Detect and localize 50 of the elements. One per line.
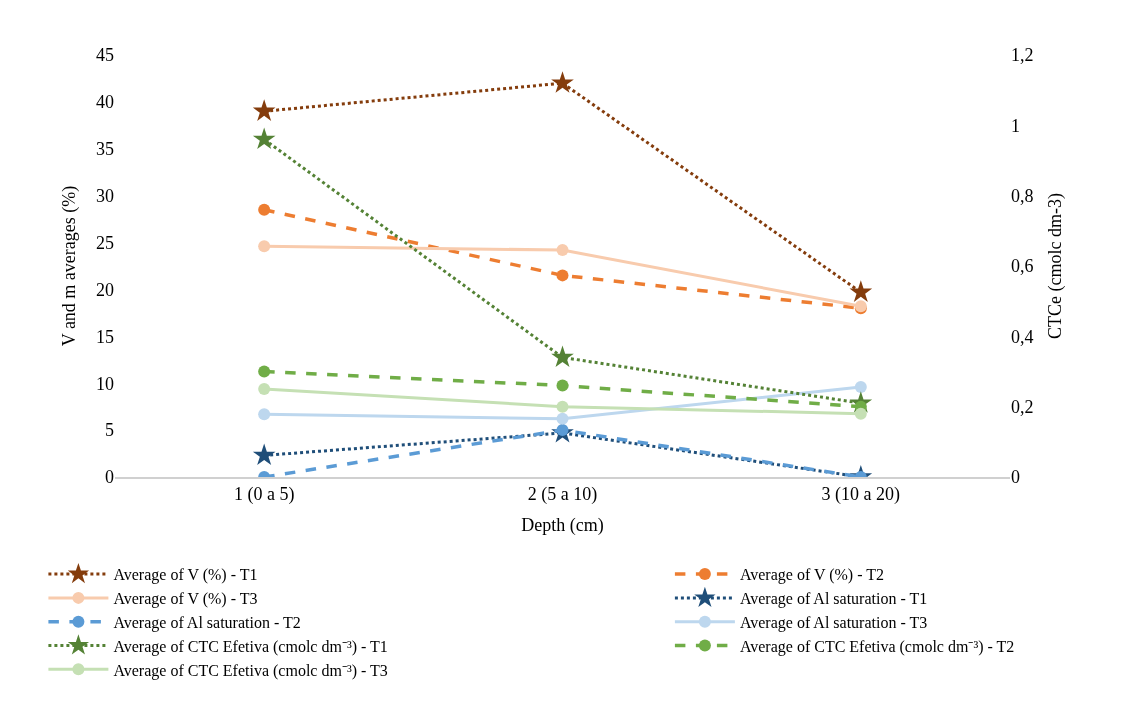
x-tick-label: 3 (10 a 20)	[821, 484, 901, 506]
point	[258, 203, 271, 216]
y-tick-label: 25	[96, 232, 114, 253]
y2-tick-label: 0,6	[1011, 256, 1034, 277]
point	[556, 400, 569, 413]
y2-tick-label: 1,2	[1011, 45, 1034, 66]
y2-axis-title: CTCe (cmolc dm-3)	[1044, 193, 1066, 339]
y2-tick-label: 0	[1011, 467, 1020, 488]
legend-label: Average of V (%) - T3	[113, 590, 258, 609]
y2-tick-label: 0,4	[1011, 326, 1034, 347]
y-tick-label: 30	[96, 185, 114, 206]
legend-label: Average of CTC Efetiva (cmolc dm⁻³) - T3	[113, 661, 388, 680]
point	[258, 383, 271, 396]
y2-tick-label: 0,2	[1011, 396, 1034, 417]
point	[849, 280, 873, 302]
point	[551, 345, 574, 368]
point	[258, 365, 271, 378]
y-axis-title: V and m averages (%)	[59, 185, 81, 347]
point	[556, 244, 569, 257]
y2-tick-label: 1	[1011, 115, 1020, 136]
legend-label: Average of Al saturation - T2	[113, 613, 301, 632]
legend-label: Average of V (%) - T2	[739, 566, 885, 585]
y2-tick-label: 0,8	[1011, 185, 1034, 206]
point	[551, 71, 574, 93]
point	[258, 408, 271, 421]
legend-label: Average of V (%) - T1	[113, 566, 258, 585]
point	[252, 443, 276, 466]
point	[556, 379, 569, 392]
legend-label: Average of CTC Efetiva (cmolc dm⁻³) - T1	[113, 637, 388, 656]
legend-label: Average of Al saturation - T3	[739, 613, 928, 632]
point	[854, 407, 867, 420]
legend-label: Average of CTC Efetiva (cmolc dm⁻³) - T2	[739, 637, 1015, 656]
legend-label: Average of Al saturation - T1	[739, 590, 928, 609]
y-tick-label: 15	[96, 326, 114, 347]
x-tick-label: 2 (5 a 10)	[527, 484, 598, 506]
point	[556, 412, 569, 425]
point	[252, 99, 276, 121]
point	[258, 240, 271, 253]
y-tick-label: 40	[96, 92, 114, 113]
y-tick-label: 5	[105, 420, 114, 441]
y-tick-label: 20	[96, 279, 114, 300]
x-tick-label: 1 (0 a 5)	[233, 484, 295, 506]
point	[556, 269, 569, 282]
y-tick-label: 0	[105, 467, 114, 488]
point	[854, 380, 867, 393]
y-tick-label: 10	[96, 373, 114, 394]
y-tick-label: 45	[96, 45, 114, 66]
x-axis-title: Depth (cm)	[521, 514, 604, 536]
y-tick-label: 35	[96, 139, 114, 160]
point	[252, 127, 276, 150]
